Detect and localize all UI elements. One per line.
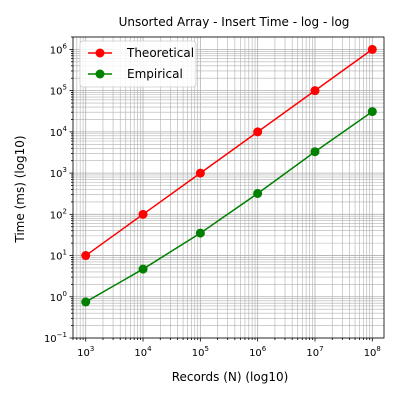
x-tick-label: 103: [77, 345, 94, 359]
legend: Theoretical Empirical: [79, 40, 197, 88]
y-tick-label: 103: [50, 166, 67, 180]
legend-marker: [95, 69, 105, 79]
y-tick-label: 106: [50, 42, 68, 56]
series-line: [85, 110, 373, 303]
y-tick-base: 10: [50, 169, 63, 180]
data-point-marker: [138, 264, 148, 274]
y-tick-exponent: 3: [63, 166, 67, 174]
x-tick-exponent: 8: [376, 345, 380, 353]
data-point-marker: [310, 86, 320, 96]
data-point-marker: [195, 168, 205, 178]
x-tick-exponent: 7: [319, 345, 323, 353]
y-tick-base: 10: [50, 45, 63, 56]
chart-title: Unsorted Array - Insert Time - log - log: [119, 15, 350, 29]
y-tick-label: 102: [50, 207, 67, 221]
x-tick-base: 10: [134, 348, 147, 359]
y-tick-exponent: 2: [63, 207, 67, 215]
legend-label-theoretical: Theoretical: [126, 46, 194, 60]
y-tick-label: 100: [50, 290, 67, 304]
legend-marker: [95, 48, 105, 58]
y-tick-base: 10: [50, 210, 63, 221]
y-tick-exponent: 0: [63, 290, 67, 298]
y-tick-label: 10−1: [44, 331, 67, 345]
x-tick-label: 106: [249, 345, 267, 359]
data-point-marker: [253, 188, 263, 198]
data-point-marker: [195, 228, 205, 238]
y-tick-base: 10: [50, 87, 63, 98]
axes-frame: [72, 36, 385, 339]
y-tick-base: 10: [50, 128, 63, 139]
data-point-marker: [81, 251, 91, 261]
data-point-marker: [81, 297, 91, 307]
y-tick-label: 104: [50, 125, 68, 139]
data-point-marker: [367, 44, 377, 54]
series-empirical: [81, 107, 377, 307]
x-tick-base: 10: [249, 348, 262, 359]
data-point-marker: [253, 127, 263, 137]
x-tick-label: 108: [364, 345, 381, 359]
y-tick-label: 105: [50, 84, 67, 98]
y-tick-exponent: 6: [63, 42, 68, 50]
data-point-marker: [367, 107, 377, 117]
x-tick-exponent: 5: [204, 345, 208, 353]
y-tick-label: 101: [50, 249, 67, 263]
y-tick-exponent: 1: [63, 249, 67, 257]
x-tick-label: 105: [192, 345, 209, 359]
y-tick-exponent: 5: [63, 84, 67, 92]
y-axis-label: Time (ms) (log10): [13, 135, 27, 243]
x-axis-label: Records (N) (log10): [172, 370, 289, 384]
legend-label-empirical: Empirical: [127, 67, 183, 81]
y-tick-exponent: 4: [63, 125, 68, 133]
x-tick-base: 10: [77, 348, 90, 359]
data-point-marker: [138, 209, 148, 219]
series-line: [85, 48, 373, 257]
series-theoretical: [81, 44, 377, 261]
y-tick-exponent: −1: [57, 331, 67, 339]
y-tick-base: 10: [44, 334, 57, 345]
y-tick-base: 10: [50, 293, 63, 304]
data-point-marker: [310, 147, 320, 157]
x-tick-base: 10: [306, 348, 319, 359]
x-tick-exponent: 6: [262, 345, 267, 353]
x-tick-exponent: 4: [147, 345, 152, 353]
x-tick-label: 107: [306, 345, 323, 359]
y-tick-base: 10: [50, 252, 63, 263]
x-tick-exponent: 3: [90, 345, 94, 353]
x-tick-label: 104: [134, 345, 152, 359]
x-tick-base: 10: [364, 348, 377, 359]
x-tick-base: 10: [192, 348, 205, 359]
plot-area: 103 104 105 106 107 10810−1100101102103104105…: [44, 36, 385, 359]
